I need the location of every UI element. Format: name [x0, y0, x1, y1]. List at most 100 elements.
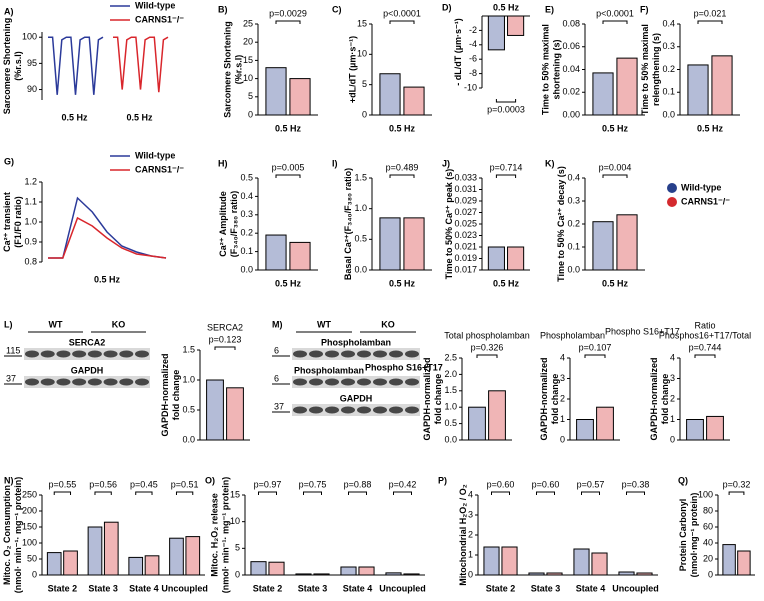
y-axis-label: (F1/F0 ratio)	[13, 196, 23, 248]
blot-strip	[292, 376, 420, 388]
y-axis-label: GAPDH-normalized	[649, 357, 659, 440]
y-tick-label: 250	[22, 489, 37, 499]
y-tick-label: 1	[468, 549, 473, 559]
y-tick-label: 1.0	[444, 402, 457, 412]
x-axis-label: 0.5 Hz	[126, 112, 153, 122]
y-tick-label: 0.2	[240, 228, 253, 238]
p-value: p=0.004	[599, 162, 632, 172]
bar	[546, 572, 563, 576]
x-tick-label: State 2	[48, 583, 78, 593]
p-value: p=0.107	[579, 342, 612, 352]
bar	[591, 552, 608, 576]
y-tick-label: 0	[362, 109, 367, 119]
blot-strip	[24, 348, 150, 360]
bar	[403, 217, 425, 271]
y-tick-label: 0.029	[454, 195, 477, 205]
bar	[340, 566, 357, 576]
y-tick-label: 15	[243, 55, 253, 65]
y-tick-label: 1	[560, 414, 565, 424]
bar	[501, 546, 518, 576]
blot-band	[357, 406, 371, 414]
y-tick-label: 100	[22, 537, 37, 547]
bar	[592, 221, 614, 271]
bar	[265, 234, 287, 271]
blot-band	[119, 378, 134, 386]
y-axis-label: (%r.s.l)	[13, 51, 23, 81]
y-tick-label: 2.0	[444, 369, 457, 379]
blot-band	[293, 378, 307, 386]
x-tick-label: State 4	[343, 583, 373, 593]
bar	[528, 572, 545, 576]
y-tick-label: 0	[708, 569, 713, 579]
y-tick-label: 0.5	[444, 418, 457, 428]
significance-bracket	[275, 174, 301, 178]
y-tick-label: 3	[670, 373, 675, 383]
y-tick-label: 40	[703, 537, 713, 547]
y-axis-label: Ca²⁺ transient	[2, 192, 12, 252]
lane-label: KO	[112, 319, 126, 329]
significance-bracket	[135, 491, 153, 495]
p-value: p=0.326	[471, 342, 504, 352]
y-tick-label: 1.2	[24, 176, 37, 186]
y-tick-label: 0.5	[182, 404, 195, 414]
y-tick-label: -8	[469, 68, 477, 78]
panel-letter: I)	[332, 158, 338, 168]
y-tick-label: 0.1	[662, 87, 675, 97]
panel-letter: P)	[438, 475, 447, 485]
y-axis-label: Mitoc. O₂ Consumption	[2, 485, 12, 585]
bar	[250, 561, 267, 576]
panel-letter: D)	[442, 2, 452, 12]
bar	[206, 379, 224, 441]
y-tick-label: 0.0	[354, 264, 367, 274]
y-axis-label: Basal Ca²⁺(F₃₄₀/F₃₈₀ ratio)	[343, 168, 353, 280]
band-label: Phospholamban	[321, 337, 391, 347]
x-tick-label: 0.5 Hz	[602, 123, 629, 133]
bar	[711, 55, 733, 116]
significance-bracket	[495, 174, 517, 178]
y-axis-label: shortening (s)	[551, 39, 561, 99]
y-tick-label: 0.04	[562, 64, 580, 74]
bar	[576, 419, 594, 441]
x-tick-label: State 3	[531, 583, 561, 593]
y-tick-label: 10	[230, 516, 240, 526]
y-tick-label: 2	[468, 529, 473, 539]
significance-bracket	[348, 491, 367, 495]
p-value: p=0.75	[299, 479, 327, 489]
p-value: p=0.123	[209, 334, 242, 344]
x-tick-label: 0.5 Hz	[275, 278, 302, 288]
x-tick-label: State 2	[486, 583, 516, 593]
bar	[737, 550, 751, 576]
panel-letter: J)	[442, 158, 450, 168]
y-tick-label: -10	[464, 82, 477, 92]
bar	[468, 406, 486, 441]
y-tick-label: 0.00	[562, 109, 580, 119]
y-tick-label: 0.5	[240, 172, 253, 182]
band-label: Phospholamban	[294, 365, 364, 375]
blot-band	[87, 350, 102, 358]
y-axis-label: GAPDH-normalized	[422, 357, 432, 440]
y-tick-label: 0.2	[662, 64, 675, 74]
x-tick-label: 0.5 Hz	[493, 278, 520, 288]
significance-bracket	[536, 491, 555, 495]
x-tick-label: Uncoupled	[612, 583, 659, 593]
significance-bracket	[275, 20, 301, 24]
bar	[226, 387, 244, 441]
y-tick-label: 0.3	[240, 209, 253, 219]
x-tick-label: State 2	[253, 583, 283, 593]
y-tick-label: 100	[698, 489, 713, 499]
blot-band	[373, 378, 387, 386]
y-tick-label: 0	[235, 569, 240, 579]
panel-letter: Q)	[678, 475, 688, 485]
y-tick-label: 5	[248, 91, 253, 101]
y-tick-label: 0.2	[567, 218, 580, 228]
bar	[488, 390, 506, 441]
y-tick-label: 0.033	[454, 172, 477, 182]
bar	[686, 419, 704, 441]
bar	[358, 566, 375, 576]
x-tick-label: 0.5 Hz	[275, 123, 302, 133]
legend-label: CARNS1⁻/⁻	[135, 164, 184, 174]
significance-bracket	[626, 491, 645, 495]
x-tick-label: 0.5 Hz	[389, 123, 416, 133]
panel-title: Phospholamban	[540, 330, 605, 340]
